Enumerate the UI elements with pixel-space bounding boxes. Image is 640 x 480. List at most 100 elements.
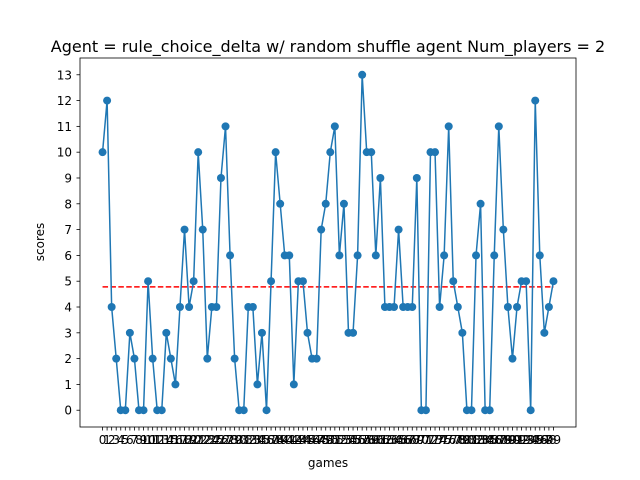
x-tick-label: 75 (437, 433, 452, 447)
data-point (198, 225, 207, 234)
data-point (317, 225, 326, 234)
y-tick-label: 6 (64, 249, 72, 263)
x-tick-label: 5 (121, 433, 129, 447)
data-point (303, 328, 312, 337)
data-point (262, 406, 271, 415)
data-point (185, 303, 194, 312)
data-point (212, 303, 221, 312)
y-tick-label: 11 (57, 120, 72, 134)
x-tick-label: 40 (277, 433, 292, 447)
x-tick-label: 70 (414, 433, 429, 447)
x-tick-label: 89 (500, 433, 515, 447)
data-point (508, 354, 517, 363)
data-point (221, 122, 230, 131)
data-point (335, 251, 344, 260)
data-point (522, 277, 531, 286)
x-tick-label: 18 (177, 433, 192, 447)
data-point (203, 354, 212, 363)
y-tick-label: 13 (57, 68, 72, 82)
x-tick-label: 0 (99, 433, 107, 447)
x-tick-label: 4 (117, 433, 125, 447)
x-tick-label: 45 (300, 433, 315, 447)
data-point (271, 148, 280, 157)
x-tick-label: 11 (145, 433, 160, 447)
x-tick-label: 25 (209, 433, 224, 447)
x-tick-label: 58 (359, 433, 374, 447)
x-axis-ticks: 0123456789101112131415161718192021222324… (99, 427, 561, 447)
x-tick-label: 6 (126, 433, 134, 447)
x-tick-label: 22 (195, 433, 210, 447)
data-point (412, 173, 421, 182)
x-tick-label: 55 (345, 433, 360, 447)
data-point (257, 328, 266, 337)
data-point (107, 303, 116, 312)
x-tick-label: 83 (473, 433, 488, 447)
data-point (230, 354, 239, 363)
data-point (531, 96, 540, 105)
x-tick-label: 8 (135, 433, 143, 447)
x-tick-label: 69 (409, 433, 424, 447)
data-point (449, 277, 458, 286)
points-layer (98, 70, 558, 415)
data-point (549, 277, 558, 286)
x-tick-label: 19 (181, 433, 196, 447)
data-point (367, 148, 376, 157)
data-point (485, 406, 494, 415)
x-tick-label: 92 (514, 433, 529, 447)
data-point (458, 328, 467, 337)
data-point (339, 199, 348, 208)
x-tick-label: 63 (382, 433, 397, 447)
axes-border (79, 57, 577, 428)
x-tick-label: 52 (332, 433, 347, 447)
data-point (321, 199, 330, 208)
x-tick-label: 36 (259, 433, 274, 447)
axes-frame (79, 57, 577, 428)
x-tick-label: 15 (163, 433, 178, 447)
y-tick-label: 8 (64, 197, 72, 211)
x-tick-label: 37 (263, 433, 278, 447)
data-point (276, 199, 285, 208)
x-tick-label: 13 (154, 433, 169, 447)
data-point (394, 225, 403, 234)
data-point (349, 328, 358, 337)
data-point (408, 303, 417, 312)
data-point (467, 406, 476, 415)
x-tick-label: 7 (131, 433, 139, 447)
x-tick-label: 90 (505, 433, 520, 447)
x-tick-label: 26 (213, 433, 228, 447)
x-tick-label: 85 (482, 433, 497, 447)
x-tick-label: 47 (309, 433, 324, 447)
x-tick-label: 16 (168, 433, 183, 447)
data-point (472, 251, 481, 260)
data-point (353, 251, 362, 260)
data-point (371, 251, 380, 260)
data-point (180, 225, 189, 234)
x-tick-label: 84 (477, 433, 492, 447)
plot-area (80, 58, 576, 427)
x-tick-label: 54 (341, 433, 356, 447)
data-point (535, 251, 544, 260)
x-tick-label: 34 (250, 433, 265, 447)
data-point (239, 406, 248, 415)
data-point (121, 406, 130, 415)
x-tick-label: 12 (150, 433, 165, 447)
x-tick-label: 51 (327, 433, 342, 447)
x-tick-label: 48 (314, 433, 329, 447)
data-point (298, 277, 307, 286)
y-axis-label: scores (33, 223, 47, 262)
y-tick-label: 0 (64, 404, 72, 418)
x-tick-label: 86 (487, 433, 502, 447)
x-tick-label: 10 (140, 433, 155, 447)
data-point (312, 354, 321, 363)
x-tick-label: 21 (191, 433, 206, 447)
x-tick-label: 81 (464, 433, 479, 447)
data-point (494, 122, 503, 131)
data-point (125, 328, 134, 337)
x-tick-label: 87 (491, 433, 506, 447)
series-layer (101, 74, 555, 411)
y-tick-label: 5 (64, 275, 72, 289)
chart-title: Agent = rule_choice_delta w/ random shuf… (51, 37, 605, 57)
x-tick-label: 50 (323, 433, 338, 447)
x-tick-label: 57 (355, 433, 370, 447)
data-point (376, 173, 385, 182)
